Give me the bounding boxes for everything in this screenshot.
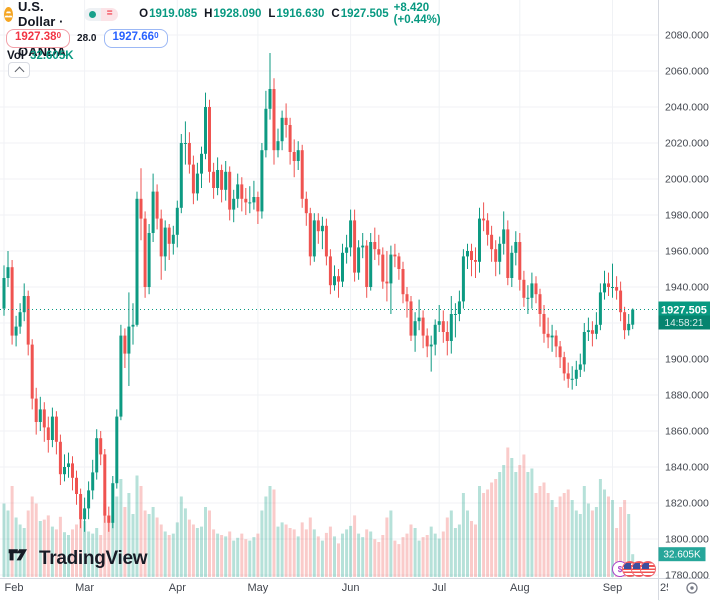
sell-button[interactable]: 1927.38 0	[6, 29, 71, 48]
tradingview-watermark-text: TradingView	[39, 548, 148, 569]
high-label: H	[204, 8, 213, 20]
svg-text:Mar: Mar	[75, 582, 94, 594]
svg-text:1880.000: 1880.000	[665, 390, 709, 402]
trade-buttons-row: 1927.38 0 28.0 1927.66 0	[6, 29, 168, 48]
change-value: +8.420 (+0.44%)	[393, 2, 441, 26]
svg-text:1980.000: 1980.000	[665, 210, 709, 222]
svg-text:Apr: Apr	[169, 582, 186, 594]
svg-text:2080.000: 2080.000	[665, 30, 709, 42]
ohlc-readout: O 1919.085 H 1928.090 L 1916.630 C 1927.505 …	[132, 2, 440, 26]
bar-countdown: 14:58:21	[665, 318, 704, 329]
buy-button[interactable]: 1927.66 0	[103, 29, 168, 48]
chevron-up-icon	[14, 66, 24, 77]
svg-text:Jun: Jun	[342, 582, 360, 594]
gold-coin-icon	[4, 6, 13, 22]
low-label: L	[268, 8, 276, 20]
svg-text:1840.000: 1840.000	[665, 462, 709, 474]
volume-bars-layer	[2, 447, 635, 577]
market-open-dot-icon	[84, 7, 102, 21]
last-price-value: 1927.505	[661, 305, 707, 317]
svg-text:32.605K: 32.605K	[663, 550, 701, 561]
svg-text:2020.000: 2020.000	[665, 138, 709, 150]
svg-text:1820.000: 1820.000	[665, 498, 709, 510]
close-label: C	[331, 8, 340, 20]
volume-label: Vol	[7, 50, 25, 62]
symbol-row: Gold Spot / U.S. Dollar · 1D · OANDA = O…	[4, 0, 441, 59]
svg-text:May: May	[248, 582, 269, 594]
delayed-data-icon: =	[101, 7, 119, 21]
spread-value: 28.0	[77, 33, 97, 44]
svg-text:1800.000: 1800.000	[665, 534, 709, 546]
open-label: O	[139, 8, 149, 20]
svg-text:1780.000: 1780.000	[665, 570, 709, 582]
tradingview-watermark[interactable]: TradingView	[8, 548, 148, 570]
collapse-legend-button[interactable]	[8, 62, 30, 78]
low-value: 1916.630	[276, 8, 325, 20]
price-axis[interactable]: 1780.000 1800.000 1820.000 1840.000 1860.000…	[665, 30, 709, 582]
svg-text:2000.000: 2000.000	[665, 174, 709, 186]
svg-text:Jul: Jul	[432, 582, 446, 594]
timescale-settings-icon[interactable]	[686, 582, 698, 594]
candles-layer	[2, 53, 635, 532]
volume-axis-label: 32.605K	[658, 547, 706, 562]
time-axis[interactable]: Feb Mar Apr May Jun Jul Aug Sep 25	[5, 580, 682, 596]
grid-layer	[0, 0, 658, 578]
svg-text:1960.000: 1960.000	[665, 246, 709, 258]
close-value: 1927.505	[340, 8, 389, 20]
svg-text:2060.000: 2060.000	[665, 66, 709, 78]
svg-text:Feb: Feb	[5, 582, 24, 594]
svg-text:1900.000: 1900.000	[665, 354, 709, 366]
us-flag-event-icon[interactable]	[640, 561, 656, 577]
volume-legend-row: Vol 32.605K	[7, 50, 74, 62]
high-value: 1928.090	[213, 8, 262, 20]
svg-text:2040.000: 2040.000	[665, 102, 709, 114]
svg-text:Aug: Aug	[510, 582, 530, 594]
tradingview-logo-icon	[8, 549, 28, 561]
svg-text:Sep: Sep	[603, 582, 623, 594]
open-value: 1919.085	[149, 8, 198, 20]
svg-text:1940.000: 1940.000	[665, 282, 709, 294]
volume-value: 32.605K	[30, 50, 74, 62]
svg-text:1860.000: 1860.000	[665, 426, 709, 438]
market-status-pills[interactable]: =	[84, 7, 119, 21]
